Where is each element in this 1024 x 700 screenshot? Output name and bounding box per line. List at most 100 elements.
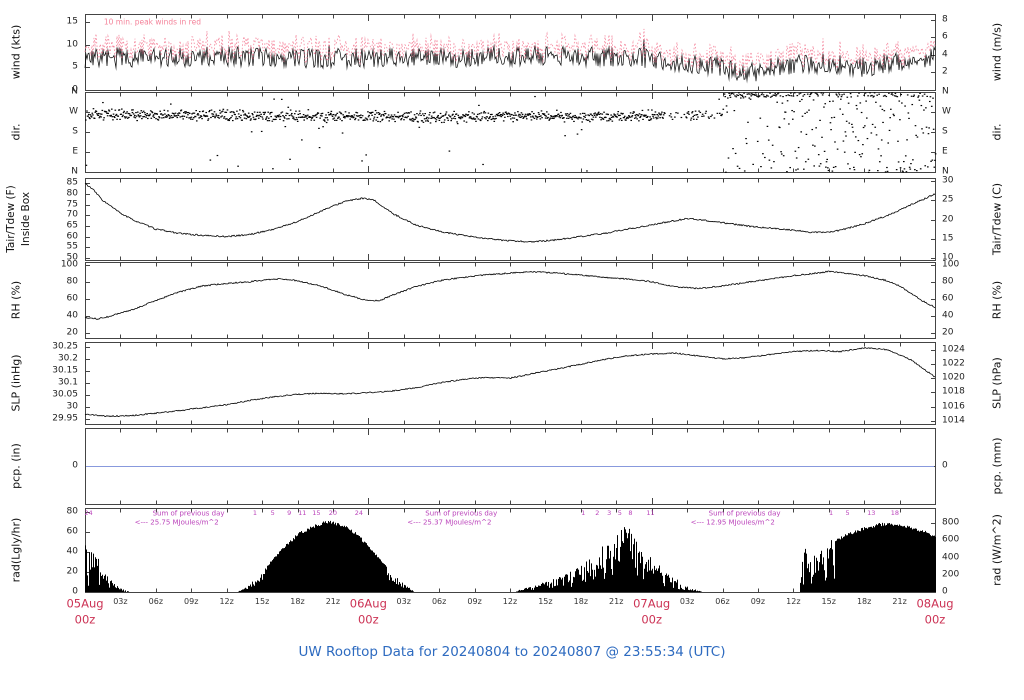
dir-ytick-left: S: [72, 126, 78, 137]
x-minor-label: 03z: [113, 597, 128, 606]
slp-ytick-right: 1018: [942, 386, 965, 397]
rad-label-left: rad(Lgly/hr): [9, 517, 23, 583]
rh-label-right: RH (%): [990, 280, 1004, 320]
slp-ytick-right: 1016: [942, 401, 965, 412]
dir-ytick-left: E: [72, 146, 78, 157]
rad-cumulative-label: 24: [354, 508, 364, 517]
x-minor-label: 15z: [538, 597, 553, 606]
x-minor-label: 06z: [715, 597, 730, 606]
x-minor-label: 12z: [502, 597, 518, 606]
rh-ytick-right: 60: [942, 293, 954, 304]
temp-ytick-left: 55: [66, 241, 78, 252]
x-minor-label: 06z: [431, 597, 447, 606]
temp-ytick-left: 50: [66, 252, 78, 263]
x-minor-label: 21z: [609, 597, 624, 606]
x-day-label: 05Aug: [66, 596, 104, 611]
slp-ytick-right: 1022: [942, 358, 965, 369]
slp-ytick-left: 30.2: [57, 353, 78, 364]
pcp-label-left: pcp. (in): [9, 443, 23, 489]
x-day-label: 08Aug: [916, 596, 954, 611]
rad-ytick-right: 800: [942, 517, 960, 528]
wind-ytick-left: 5: [72, 61, 78, 72]
rad-label-right: rad (W/m^2): [990, 514, 1004, 586]
rad-cumulative-label: 24: [84, 508, 93, 517]
x-day-time-label: 00z: [641, 612, 662, 627]
x-minor-label: 15z: [254, 597, 270, 606]
x-minor-label: 03z: [396, 597, 411, 606]
slp-ytick-left: 29.95: [52, 413, 78, 424]
rad-cumulative-label: 15: [312, 508, 321, 517]
temp-ytick-left: 75: [66, 199, 78, 210]
rad-cumulative-label: 11: [298, 508, 307, 517]
slp-ytick-right: 1014: [942, 415, 965, 426]
slp-ytick-left: 30.05: [52, 389, 78, 400]
x-minor-label: 15z: [821, 597, 836, 606]
rad-cumulative-label: 20: [328, 508, 338, 517]
slp-ytick-left: 30.15: [52, 365, 78, 376]
rad-cumulative-label: 3: [607, 508, 612, 517]
temp-ytick-left: 80: [66, 188, 78, 199]
rad-ytick-right: 400: [942, 552, 960, 563]
dir-ytick-right: W: [942, 106, 951, 117]
dir-label-left: dir.: [9, 123, 23, 141]
pcp-label-right: pcp. (mm): [990, 437, 1004, 495]
rh-ytick-left: 20: [66, 327, 78, 338]
rad-cumulative-label: 13: [867, 508, 876, 517]
temp-label-left: Tair/Tdew (F): [4, 185, 17, 253]
x-minor-label: 18z: [290, 597, 305, 606]
dir-ytick-right: N: [942, 86, 949, 97]
wind-ytick-right: 2: [942, 66, 948, 77]
rh-ytick-right: 40: [942, 310, 954, 321]
wind-ytick-left: 10: [66, 39, 78, 50]
temp-ytick-right: 25: [942, 194, 954, 205]
rad-cumulative-label: 18: [890, 508, 899, 517]
rad-sum-note-line2: <--- 12.95 MJoules/m^2: [690, 518, 775, 527]
slp-label-left: SLP (inHg): [9, 354, 23, 412]
rh-ytick-right: 20: [942, 327, 954, 338]
dir-ytick-right: N: [942, 166, 949, 177]
rad-cumulative-label: 5: [617, 508, 622, 517]
dir-ytick-left: W: [69, 106, 78, 117]
x-minor-label: 09z: [750, 597, 766, 606]
slp-ytick-right: 1024: [942, 344, 965, 355]
rad-sum-note-line1: Sum of previous day: [152, 509, 225, 518]
rad-cumulative-label: 2: [595, 508, 600, 517]
pcp-ytick-left: 0: [72, 460, 78, 471]
rad-ytick-right: 0: [942, 586, 948, 597]
wind-ytick-left: 15: [66, 16, 78, 27]
rh-ytick-right: 80: [942, 276, 954, 287]
rad-cumulative-label: 5: [845, 508, 850, 517]
x-minor-label: 06z: [148, 597, 164, 606]
slp-ytick-left: 30: [66, 401, 78, 412]
temp-label-right: Tair/Tdew (C): [990, 182, 1004, 256]
peak-wind-note: 10 min. peak winds in red: [103, 17, 201, 27]
slp-ytick-right: 1020: [942, 372, 965, 383]
rad-ytick-left: 20: [66, 566, 78, 577]
rad-cumulative-label: 11: [646, 508, 655, 517]
pcp-ytick-right: 0: [942, 460, 948, 471]
temp-ytick-right: 30: [942, 175, 954, 186]
rad-ytick-left: 80: [66, 506, 78, 517]
x-minor-label: 03z: [679, 597, 695, 606]
x-day-label: 07Aug: [633, 596, 671, 611]
temp-ytick-left: 60: [66, 231, 78, 242]
x-day-time-label: 00z: [74, 612, 96, 627]
rad-cumulative-label: 1: [829, 508, 834, 517]
rad-cumulative-label: 5: [270, 508, 275, 517]
rad-ytick-left: 0: [72, 586, 78, 597]
wind-label-right: wind (m/s): [990, 22, 1004, 82]
x-minor-label: 21z: [892, 597, 907, 606]
slp-ytick-left: 30.25: [52, 341, 78, 352]
figure-title: UW Rooftop Data for 20240804 to 20240807…: [298, 644, 726, 660]
temp-ytick-right: 10: [942, 252, 954, 263]
rh-ytick-right: 100: [942, 259, 960, 270]
x-day-time-label: 00z: [924, 612, 946, 627]
dir-ytick-left: N: [71, 166, 78, 177]
rad-ytick-right: 200: [942, 569, 960, 580]
dir-ytick-right: E: [942, 146, 948, 157]
rh-ytick-left: 40: [66, 310, 78, 321]
rad-cumulative-label: 9: [287, 508, 292, 517]
rad-sum-note-line1: Sum of previous day: [425, 509, 498, 518]
